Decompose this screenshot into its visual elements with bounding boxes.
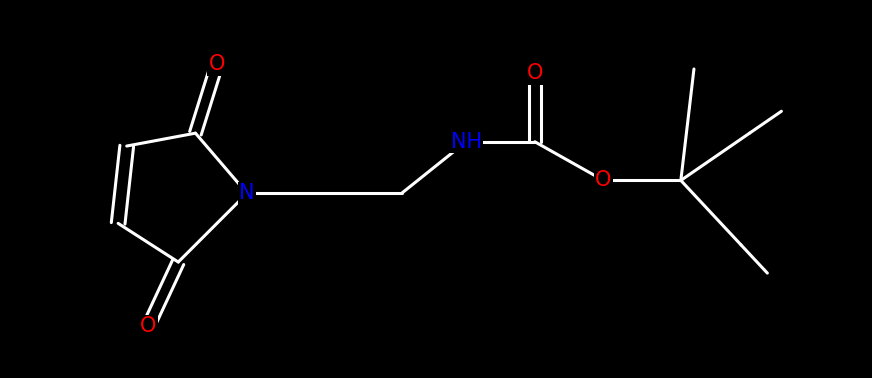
Text: O: O <box>140 316 156 336</box>
Text: NH: NH <box>451 132 481 152</box>
Text: O: O <box>596 170 612 191</box>
Text: O: O <box>208 54 225 74</box>
Text: O: O <box>527 63 543 83</box>
Text: N: N <box>239 183 255 203</box>
